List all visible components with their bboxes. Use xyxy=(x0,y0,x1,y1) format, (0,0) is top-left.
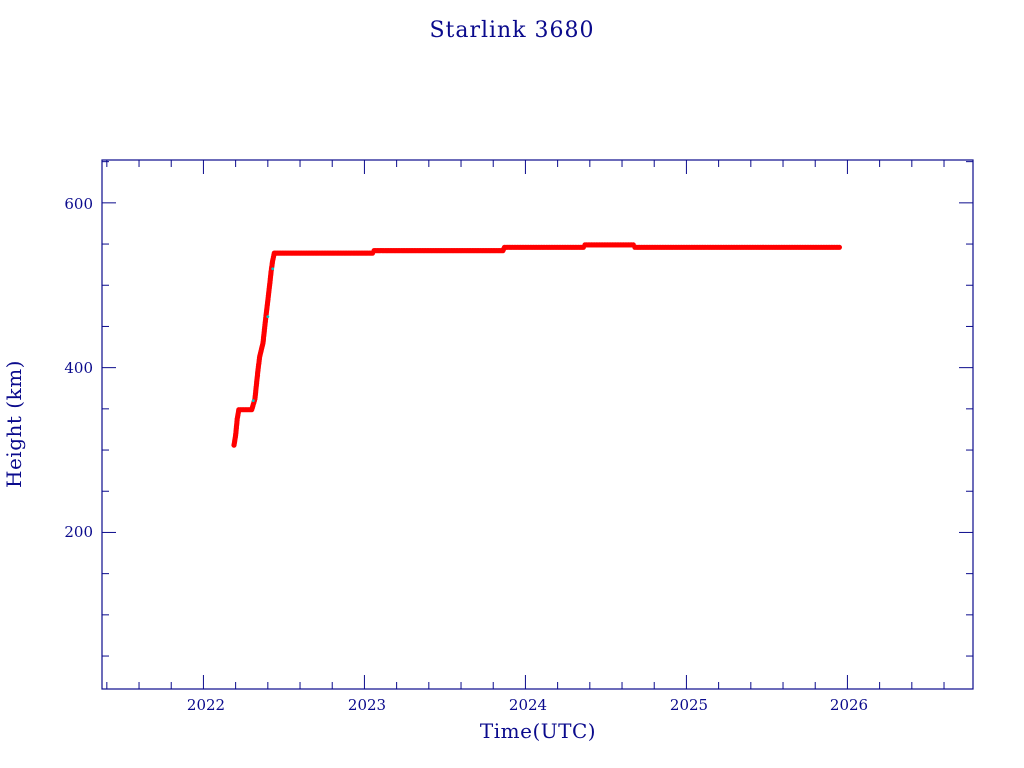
data-series xyxy=(231,242,843,448)
y-tick-label: 200 xyxy=(64,523,93,541)
axis-ticks xyxy=(102,160,973,689)
x-axis-label: Time(UTC) xyxy=(480,719,596,743)
y-tick-label: 600 xyxy=(64,195,93,213)
data-point-highlight xyxy=(271,267,275,271)
data-point xyxy=(836,244,843,250)
x-tick-label: 2024 xyxy=(509,696,547,714)
chart-title: Starlink 3680 xyxy=(429,18,594,43)
plot-frame xyxy=(101,159,974,690)
x-tick-label: 2026 xyxy=(830,696,868,714)
x-tick-label: 2022 xyxy=(187,696,225,714)
x-tick-label: 2025 xyxy=(670,696,708,714)
data-point-highlight xyxy=(266,315,270,318)
y-axis-label: Height (km) xyxy=(2,360,26,488)
tick-labels: 2022 2023 2024 2025 2026 200 400 600 xyxy=(64,195,868,714)
data-point-highlight xyxy=(251,399,255,402)
x-tick-label: 2023 xyxy=(348,696,386,714)
y-tick-label: 400 xyxy=(64,359,93,377)
